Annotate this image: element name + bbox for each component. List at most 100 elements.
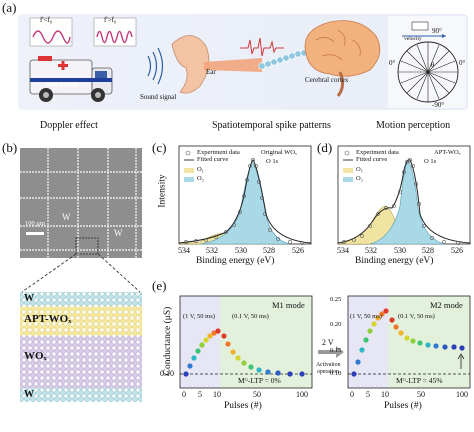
sound-waves-icon <box>147 47 164 85</box>
sample-label-d: APT-WOₓ <box>434 149 461 156</box>
sem-w-label-2: W <box>114 228 123 238</box>
legend-o2-d: O₂ <box>356 175 363 182</box>
sem-image <box>20 148 142 258</box>
peak-label-d: O 1s <box>424 158 437 165</box>
pulses-right <box>351 308 465 377</box>
cerebral-cortex-label: Cerebral cortex <box>305 76 349 84</box>
xtick-c-0: 534 <box>178 246 190 255</box>
angle-minus90-label: -90° <box>432 101 445 109</box>
layer-wox <box>20 336 142 388</box>
caption-spike: Spatiotemporal spike patterns <box>212 120 331 131</box>
layer-w-bottom <box>20 388 142 402</box>
layer-label-w-bottom: W <box>24 389 34 400</box>
legend-marks-d <box>343 150 353 182</box>
panel-d-letter: (d) <box>317 140 333 155</box>
right-ytick-1: 0.20 <box>330 321 342 328</box>
right-xlabel: Pulses (#) <box>384 401 422 411</box>
left-xtick-0: 0 <box>182 390 186 399</box>
xtick-d-2: 530 <box>394 246 406 255</box>
right-pulse1-label: (1 V, 50 ms) <box>350 313 382 320</box>
left-xtick-4: 100 <box>296 390 308 399</box>
neuron-chain-icon <box>258 49 308 70</box>
left-xtick-1: 5 <box>198 390 202 399</box>
pulses-left <box>183 328 305 377</box>
right-xtick-3: 50 <box>417 390 425 399</box>
left-xlabel: Pulses (#) <box>224 401 262 411</box>
legend-o1-c: O₁ <box>197 166 204 173</box>
sem-scale-bar <box>26 232 44 235</box>
arrow-text-2: operation <box>317 369 339 375</box>
right-xtick-0: 0 <box>350 390 354 399</box>
xtick-c-3: 528 <box>263 246 275 255</box>
left-annotation: Mᴳ-LTP = 0% <box>238 376 281 385</box>
layer-label-wox: WOₓ <box>24 350 47 362</box>
panel-e-letter: (e) <box>152 278 167 293</box>
right-ytick-0: 0.25 <box>330 296 342 303</box>
wave-high-label: f'>f₀ <box>104 16 117 24</box>
xtick-d-3: 528 <box>422 246 434 255</box>
experiment-points-d <box>342 158 460 245</box>
angle-0-right-label: 0° <box>459 59 466 67</box>
fit-curve-c <box>178 159 312 244</box>
layer-apt-wox <box>20 306 142 336</box>
legend-fit-c: Fitted curve <box>197 156 229 163</box>
legend-o1-d: O₁ <box>356 166 363 173</box>
right-pulse2-label: (0.1 V, 50 ms) <box>398 313 435 320</box>
left-mode-label: M1 mode <box>272 300 305 310</box>
legend-marks-c <box>184 150 194 182</box>
left-ytick-0: 0.10 <box>160 369 174 378</box>
ear-icon <box>171 35 262 94</box>
xtick-c-2: 530 <box>235 246 247 255</box>
brain-icon <box>304 20 381 97</box>
xtick-d-4: 526 <box>451 246 463 255</box>
experiment-points-c <box>184 158 304 245</box>
sem-scale-label: 100 μm <box>25 220 45 227</box>
angle-90-label: 90° <box>432 27 442 35</box>
xtick-d-1: 532 <box>365 246 377 255</box>
xlabel-c: Binding energy (eV) <box>196 256 275 266</box>
panel-b-illustration <box>20 148 142 402</box>
right-xtick-1: 5 <box>366 390 370 399</box>
left-pulse2-label: (0.1 V, 50 ms) <box>232 313 269 320</box>
xlabel-d: Binding energy (eV) <box>355 256 434 266</box>
xtick-c-1: 532 <box>206 246 218 255</box>
panel-c-letter: (c) <box>152 140 167 155</box>
legend-exp-d: Experiment data <box>356 149 399 156</box>
angle-theta-label: θ <box>431 61 435 69</box>
right-ytick-2: 0.15 <box>330 347 342 354</box>
peak-label-c: O 1s <box>266 158 279 165</box>
sample-label-c: Original WOₓ <box>261 149 297 156</box>
xtick-c-4: 526 <box>292 246 304 255</box>
motion-diagram-icon <box>388 16 466 108</box>
legend-exp-c: Experiment data <box>197 149 240 156</box>
right-annotation: Mᴳ-LTP = 45% <box>396 376 443 385</box>
ambulance-icon <box>29 56 113 102</box>
panel-b-letter: (b) <box>2 140 18 155</box>
caption-doppler: Doppler effect <box>40 120 98 131</box>
arrow-text-1: Activation <box>316 362 341 368</box>
right-xtick-4: 100 <box>456 390 468 399</box>
velocity-label: velocity <box>404 36 422 42</box>
layer-label-apt-wox: APT-WOₓ <box>24 313 72 325</box>
activation-arrow-icon <box>318 346 344 358</box>
left-xtick-2: 10 <box>213 390 221 399</box>
layer-w-top <box>20 292 142 306</box>
sem-w-label-1: W <box>62 212 71 222</box>
legend-fit-d: Fitted curve <box>356 156 388 163</box>
ambulance-text: AMBULANCE <box>46 82 79 88</box>
wave-low-icon <box>32 30 71 44</box>
ear-label: Ear <box>206 68 216 76</box>
right-ytick-3: 0.10 <box>330 370 342 377</box>
right-mode-label: M2 mode <box>430 300 463 310</box>
panel-a-letter: (a) <box>2 0 17 15</box>
angle-0-left-label: 0° <box>389 59 396 67</box>
arrow-voltage-label: 2 V <box>322 338 334 347</box>
wave-low-label: f'<f₀ <box>40 16 53 24</box>
spike-train-icon <box>240 37 284 57</box>
xtick-d-0: 534 <box>337 246 349 255</box>
retention-arrow-icon <box>457 353 465 369</box>
left-xtick-3: 50 <box>253 390 261 399</box>
